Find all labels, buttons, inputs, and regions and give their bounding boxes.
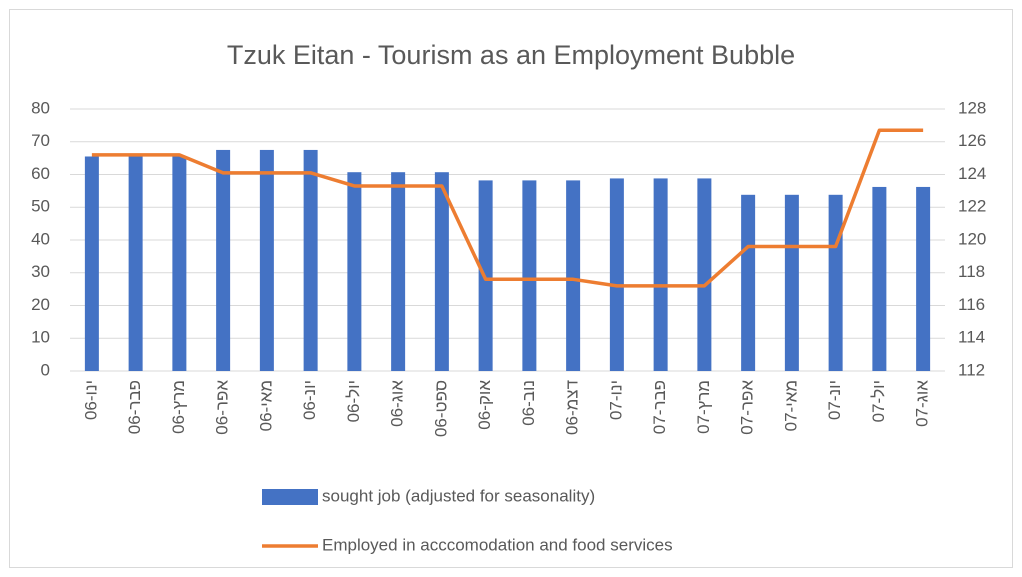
- bar: [566, 180, 581, 371]
- y-tick-label: 80: [31, 98, 50, 117]
- x-tick-label: אוג-07: [913, 380, 932, 427]
- x-tick-label: מרץ-07: [694, 380, 713, 434]
- bar: [609, 178, 624, 371]
- x-tick-label: מאי-07: [781, 380, 800, 431]
- bar: [872, 186, 887, 371]
- x-tick-label: נוב-06: [519, 380, 538, 426]
- line: [91, 128, 924, 288]
- y-tick-label: 0: [41, 360, 50, 379]
- y2-tick-label: 126: [958, 131, 986, 150]
- bar: [828, 194, 843, 371]
- bar: [347, 172, 362, 371]
- x-tick-label: מאי-06: [256, 380, 275, 431]
- x-tick-label: אפר-07: [738, 380, 757, 435]
- x-tick-label: ספט-06: [431, 380, 450, 437]
- chart-title: Tzuk Eitan - Tourism as an Employment Bu…: [227, 40, 795, 70]
- chart-border: [9, 9, 1013, 568]
- y2-tick-label: 124: [958, 164, 986, 183]
- bar: [522, 180, 537, 371]
- y-tick-label: 30: [31, 262, 50, 281]
- bar: [84, 156, 99, 371]
- y-tick-label: 40: [31, 229, 50, 248]
- bar: [391, 172, 406, 371]
- bar: [434, 172, 449, 371]
- x-tick-label: אוג-06: [388, 380, 407, 427]
- y2-tick-label: 120: [958, 229, 986, 248]
- x-tick-label: יונ-07: [825, 380, 844, 420]
- x-tick-label: אוק-06: [475, 380, 494, 430]
- legend-label: Employed in acccomodation and food servi…: [322, 535, 673, 554]
- bar: [303, 149, 318, 371]
- y-tick-label: 70: [31, 131, 50, 150]
- x-tick-label: יול-06: [344, 380, 363, 422]
- x-tick-label: אפר-06: [213, 380, 232, 435]
- x-tick-label: ינו-07: [606, 380, 625, 420]
- y2-tick-label: 122: [958, 197, 986, 216]
- bar: [653, 178, 668, 371]
- legend-swatch: [262, 489, 318, 505]
- y2-tick-label: 128: [958, 98, 986, 117]
- bar: [697, 178, 712, 371]
- x-tick-label: ינו-06: [81, 380, 100, 420]
- x-tick-label: פבר-07: [650, 380, 669, 434]
- y2-tick-label: 112: [958, 360, 985, 379]
- x-tick-label: יול-07: [869, 380, 888, 422]
- x-tick-label: פבר-06: [125, 380, 144, 434]
- y2-tick-label: 114: [958, 328, 985, 347]
- y-tick-label: 20: [31, 295, 50, 314]
- y-tick-label: 50: [31, 197, 50, 216]
- bar: [216, 149, 231, 371]
- y-tick-label: 60: [31, 164, 50, 183]
- y-tick-label: 10: [31, 328, 50, 347]
- bar: [259, 149, 274, 371]
- bar: [916, 186, 931, 371]
- legend-label: sought job (adjusted for seasonality): [322, 486, 595, 505]
- x-tick-label: יונ-06: [300, 380, 319, 420]
- bar: [741, 194, 756, 371]
- y2-tick-label: 116: [958, 295, 985, 314]
- y2-tick-label: 118: [958, 262, 985, 281]
- x-tick-label: מרץ-06: [169, 380, 188, 434]
- bar: [128, 156, 143, 371]
- bar: [784, 194, 799, 371]
- x-tick-label: דצמ-06: [563, 380, 582, 435]
- bar: [172, 156, 187, 371]
